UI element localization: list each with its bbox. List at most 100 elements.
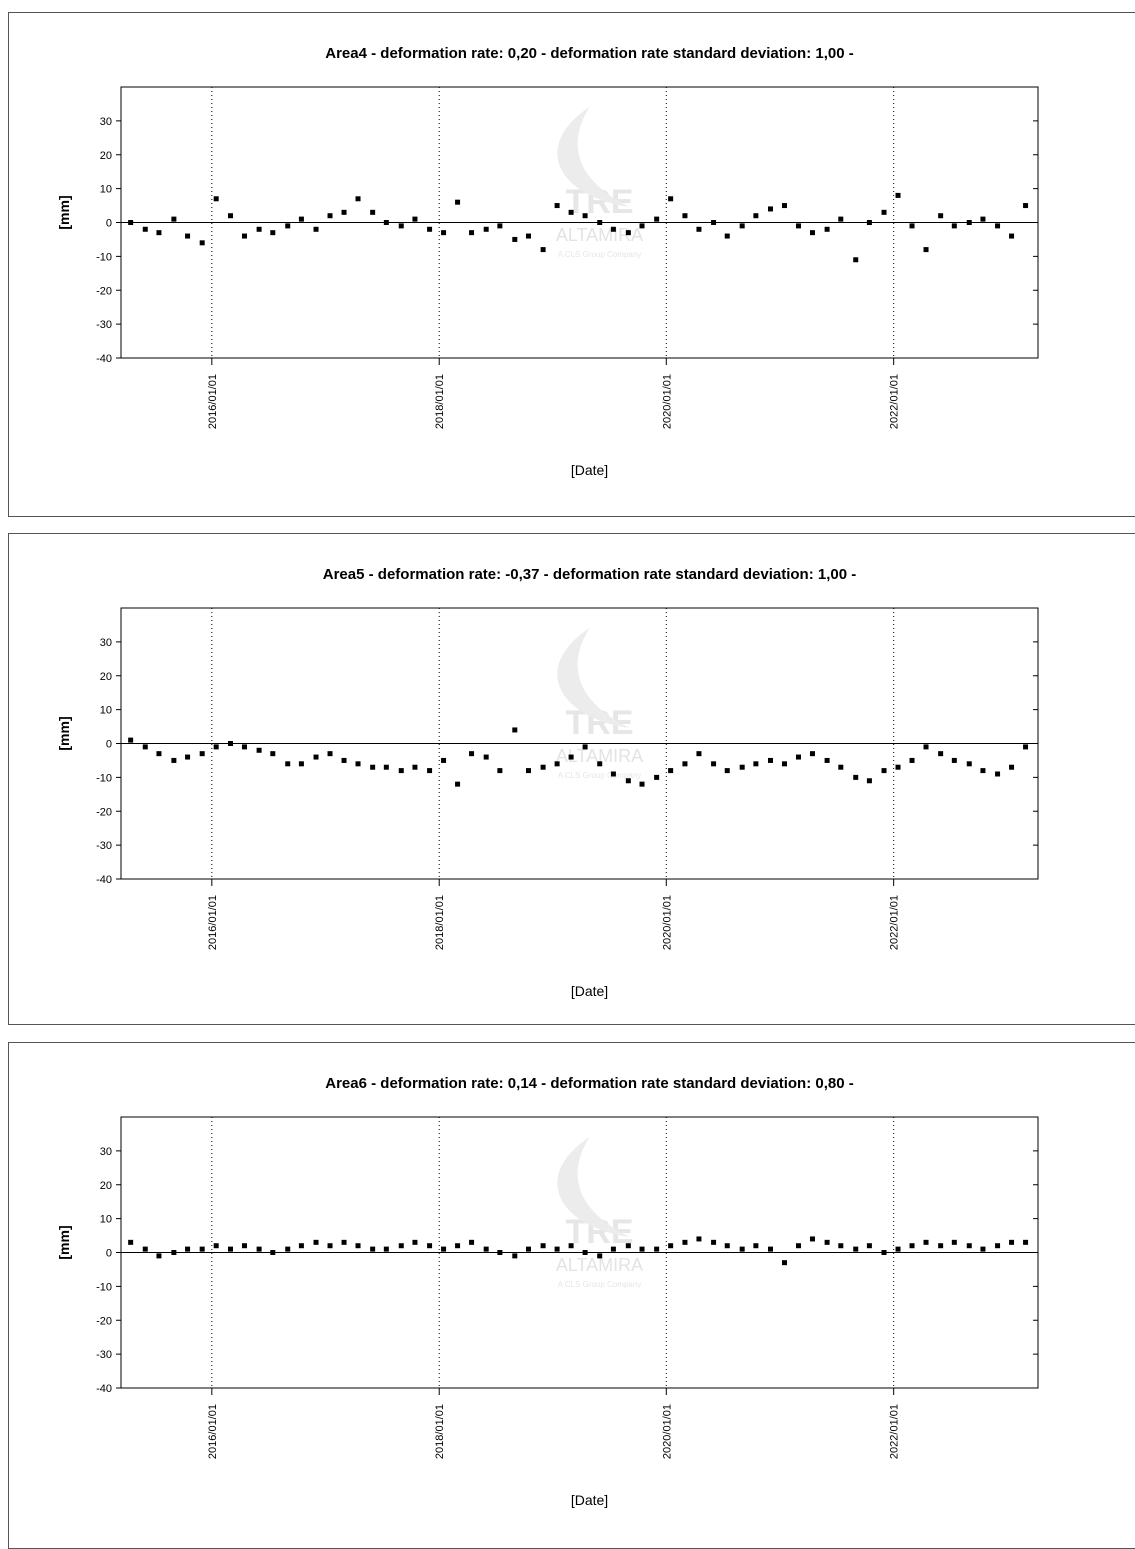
x-tick-label: 2022/01/01 bbox=[889, 895, 901, 950]
point bbox=[568, 754, 574, 760]
point bbox=[767, 1246, 773, 1252]
x-tick-label: 2020/01/01 bbox=[661, 1404, 673, 1459]
point bbox=[767, 757, 773, 763]
point bbox=[895, 764, 901, 770]
point bbox=[455, 1243, 461, 1249]
point bbox=[213, 744, 219, 750]
point bbox=[341, 1239, 347, 1245]
watermark: ALTAMIRA bbox=[556, 746, 643, 766]
point bbox=[398, 1243, 404, 1249]
y-tick-label: 0 bbox=[106, 218, 112, 230]
point bbox=[951, 1239, 957, 1245]
point bbox=[398, 223, 404, 229]
point bbox=[142, 226, 148, 232]
point bbox=[625, 230, 631, 236]
point bbox=[383, 764, 389, 770]
x-tick-label: 2018/01/01 bbox=[434, 895, 446, 950]
y-tick-label: 10 bbox=[100, 1214, 112, 1226]
point bbox=[1009, 1239, 1015, 1245]
point bbox=[156, 751, 162, 757]
x-tick-label: 2018/01/01 bbox=[434, 374, 446, 429]
point bbox=[881, 768, 887, 774]
point bbox=[724, 768, 730, 774]
watermark: ALTAMIRA bbox=[556, 225, 643, 245]
point bbox=[853, 257, 859, 263]
point bbox=[497, 1250, 503, 1255]
point bbox=[270, 751, 276, 757]
point bbox=[696, 1236, 702, 1242]
y-tick-label: -10 bbox=[96, 772, 112, 784]
y-tick-label: 20 bbox=[100, 671, 112, 683]
point bbox=[1023, 203, 1029, 209]
point bbox=[270, 1250, 276, 1255]
point bbox=[298, 216, 304, 222]
point bbox=[355, 761, 361, 767]
point bbox=[199, 240, 205, 246]
point bbox=[597, 220, 603, 225]
y-tick-label: -40 bbox=[96, 874, 112, 886]
point bbox=[995, 223, 1001, 229]
point bbox=[639, 1246, 645, 1252]
x-axis-label: [Date] bbox=[571, 1492, 608, 1508]
point bbox=[909, 223, 915, 229]
point bbox=[895, 1246, 901, 1252]
chart-title: Area5 - deformation rate: -0,37 - deform… bbox=[323, 566, 856, 583]
point bbox=[341, 757, 347, 763]
point bbox=[185, 233, 191, 239]
point bbox=[739, 764, 745, 770]
point bbox=[227, 741, 233, 746]
x-tick-label: 2020/01/01 bbox=[661, 374, 673, 429]
point bbox=[483, 754, 489, 760]
point bbox=[298, 761, 304, 767]
y-tick-label: -10 bbox=[96, 1281, 112, 1293]
point bbox=[1023, 744, 1029, 750]
point bbox=[909, 757, 915, 763]
point bbox=[469, 230, 475, 236]
chart-panel: TRE ALTAMIRA A CLS Group Company Area5 - de… bbox=[8, 533, 1135, 1025]
point bbox=[285, 223, 291, 229]
point bbox=[938, 751, 944, 757]
x-tick-label: 2020/01/01 bbox=[661, 895, 673, 950]
point bbox=[682, 761, 688, 767]
plot-frame bbox=[120, 1116, 1039, 1389]
point bbox=[185, 1246, 191, 1252]
x-tick-label: 2022/01/01 bbox=[889, 1404, 901, 1459]
y-tick-label: 20 bbox=[100, 150, 112, 162]
y-tick-label: -40 bbox=[96, 1383, 112, 1395]
point bbox=[781, 203, 787, 209]
point bbox=[781, 1260, 787, 1266]
point bbox=[853, 774, 859, 780]
y-tick-label: 0 bbox=[106, 1248, 112, 1260]
watermark-logo bbox=[557, 628, 630, 728]
point bbox=[881, 1250, 887, 1255]
point bbox=[241, 233, 247, 239]
y-tick-label: 0 bbox=[106, 739, 112, 751]
point bbox=[668, 1243, 674, 1249]
y-axis-label: [mm] bbox=[56, 195, 72, 229]
point bbox=[128, 1239, 134, 1245]
point bbox=[270, 230, 276, 236]
point bbox=[441, 757, 447, 763]
point bbox=[610, 1246, 616, 1252]
point bbox=[980, 768, 986, 774]
point bbox=[739, 1246, 745, 1252]
point bbox=[171, 1250, 177, 1255]
point bbox=[597, 1253, 603, 1259]
point bbox=[313, 226, 319, 232]
point bbox=[1009, 764, 1015, 770]
point bbox=[625, 1243, 631, 1249]
point bbox=[441, 230, 447, 236]
point bbox=[227, 213, 233, 219]
point bbox=[199, 1246, 205, 1252]
point bbox=[355, 196, 361, 202]
point bbox=[824, 1239, 830, 1245]
point bbox=[497, 768, 503, 774]
point bbox=[795, 1243, 801, 1249]
point bbox=[809, 1236, 815, 1242]
point bbox=[753, 761, 759, 767]
point bbox=[1009, 233, 1015, 239]
point bbox=[256, 226, 262, 232]
y-tick-label: 30 bbox=[100, 1146, 112, 1158]
